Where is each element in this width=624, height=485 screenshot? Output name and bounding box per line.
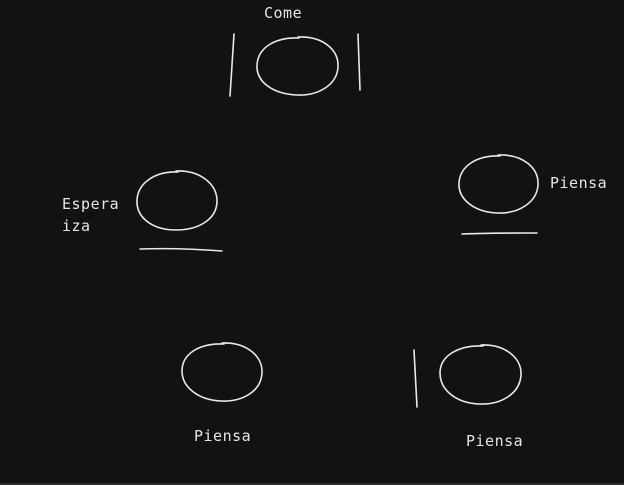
label-left-line1: Espera — [62, 195, 120, 213]
philosopher-right-circle — [458, 154, 539, 214]
label-bottom-left: Piensa — [194, 427, 252, 445]
philosopher-top — [229, 33, 361, 97]
philosopher-bottom-left — [181, 342, 263, 402]
fork-top-right — [357, 33, 361, 91]
fork-bottom-right-left — [413, 349, 418, 408]
philosopher-right — [458, 154, 539, 235]
fork-left-bottom — [139, 247, 223, 252]
label-right: Piensa — [550, 174, 608, 192]
philosopher-top-circle — [256, 36, 339, 96]
label-left-line2: iza — [62, 217, 91, 235]
philosopher-bottom-right-circle — [439, 344, 522, 405]
philosopher-bottom-right — [413, 344, 522, 408]
label-bottom-right: Piensa — [466, 432, 524, 450]
fork-top-left — [229, 33, 235, 97]
philosopher-bottom-left-circle — [181, 342, 263, 402]
canvas-bottom-edge — [0, 483, 624, 485]
label-top: Come — [264, 4, 303, 22]
philosopher-left — [136, 170, 223, 252]
philosopher-left-circle — [136, 170, 218, 231]
fork-right-bottom — [461, 232, 538, 235]
